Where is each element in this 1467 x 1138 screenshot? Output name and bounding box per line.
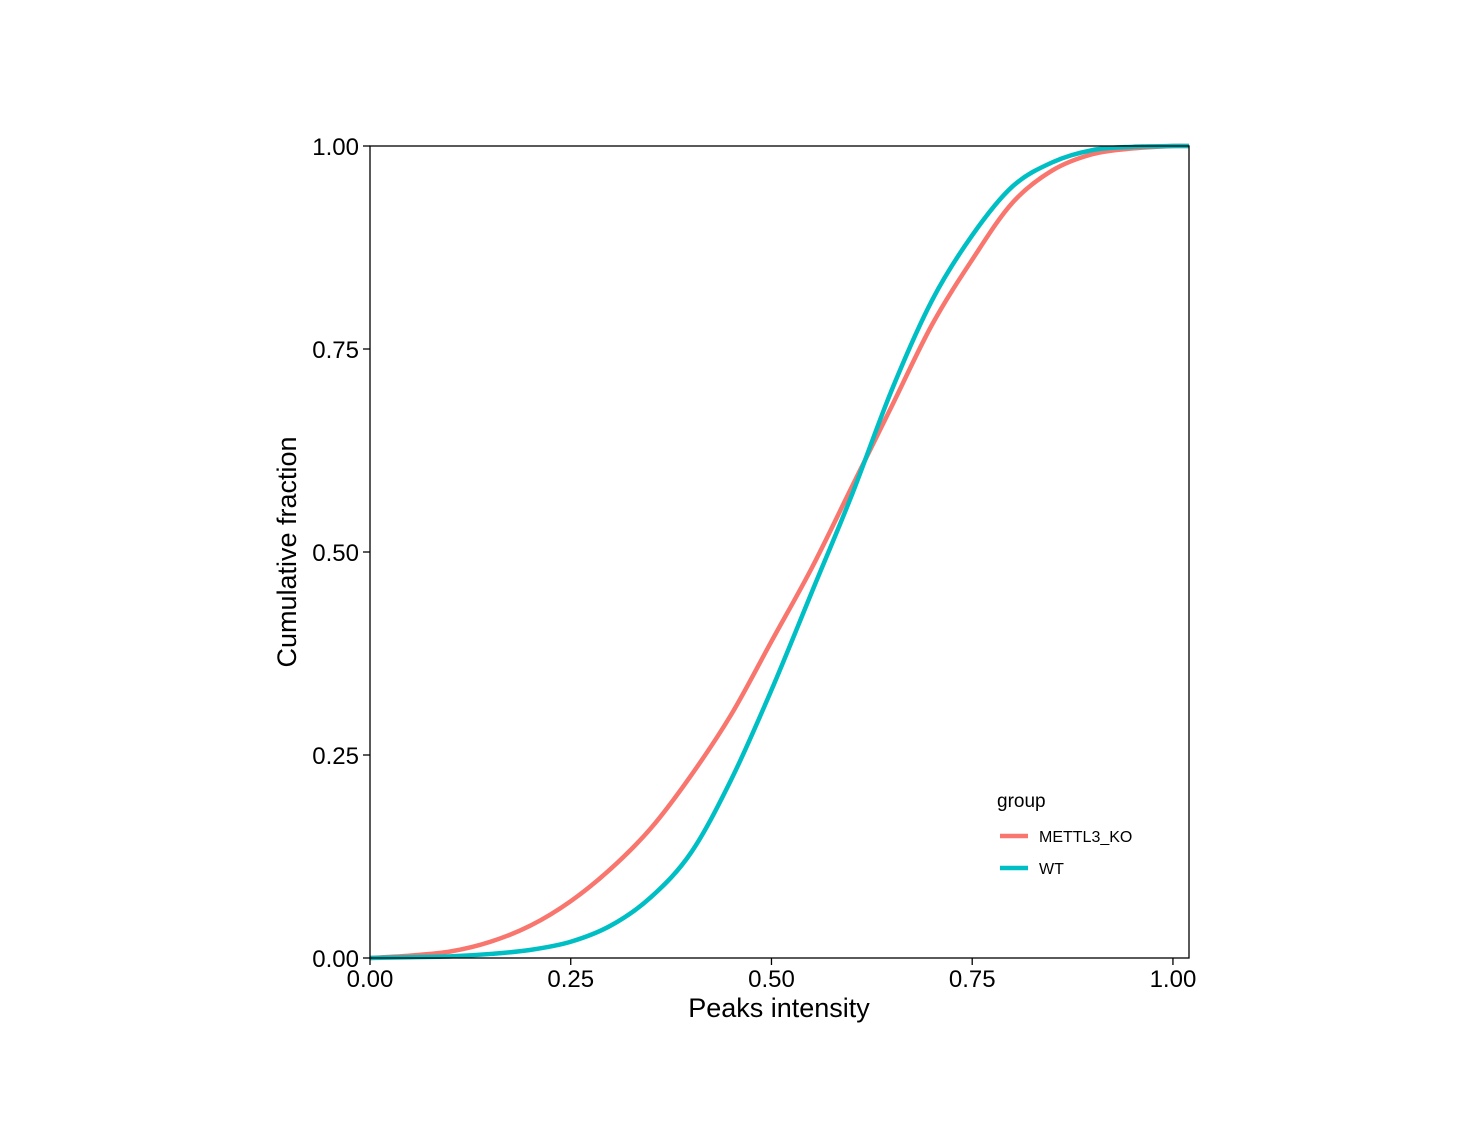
legend-label-wt: WT	[1039, 861, 1064, 878]
y-tick-label: 0.00	[312, 946, 359, 973]
y-axis-title: Cumulative fraction	[272, 436, 302, 667]
x-axis-title: Peaks intensity	[688, 993, 870, 1023]
x-tick-label: 1.00	[1150, 966, 1197, 993]
legend-title: group	[997, 791, 1046, 812]
x-tick-label: 0.00	[347, 966, 394, 993]
x-tick-label: 0.75	[949, 966, 996, 993]
y-tick-label: 0.25	[312, 743, 359, 770]
legend-label-mettl3-ko: METTL3_KO	[1039, 829, 1132, 846]
y-tick-label: 0.50	[312, 540, 359, 567]
series-line-mettl3-ko	[369, 143, 1190, 961]
x-tick-label: 0.50	[748, 966, 795, 993]
x-tick-label: 0.25	[547, 966, 594, 993]
series-line-wt	[369, 143, 1190, 961]
y-tick-label: 0.75	[312, 337, 359, 364]
panel-border	[369, 145, 1190, 959]
y-tick-label: 1.00	[312, 134, 359, 161]
